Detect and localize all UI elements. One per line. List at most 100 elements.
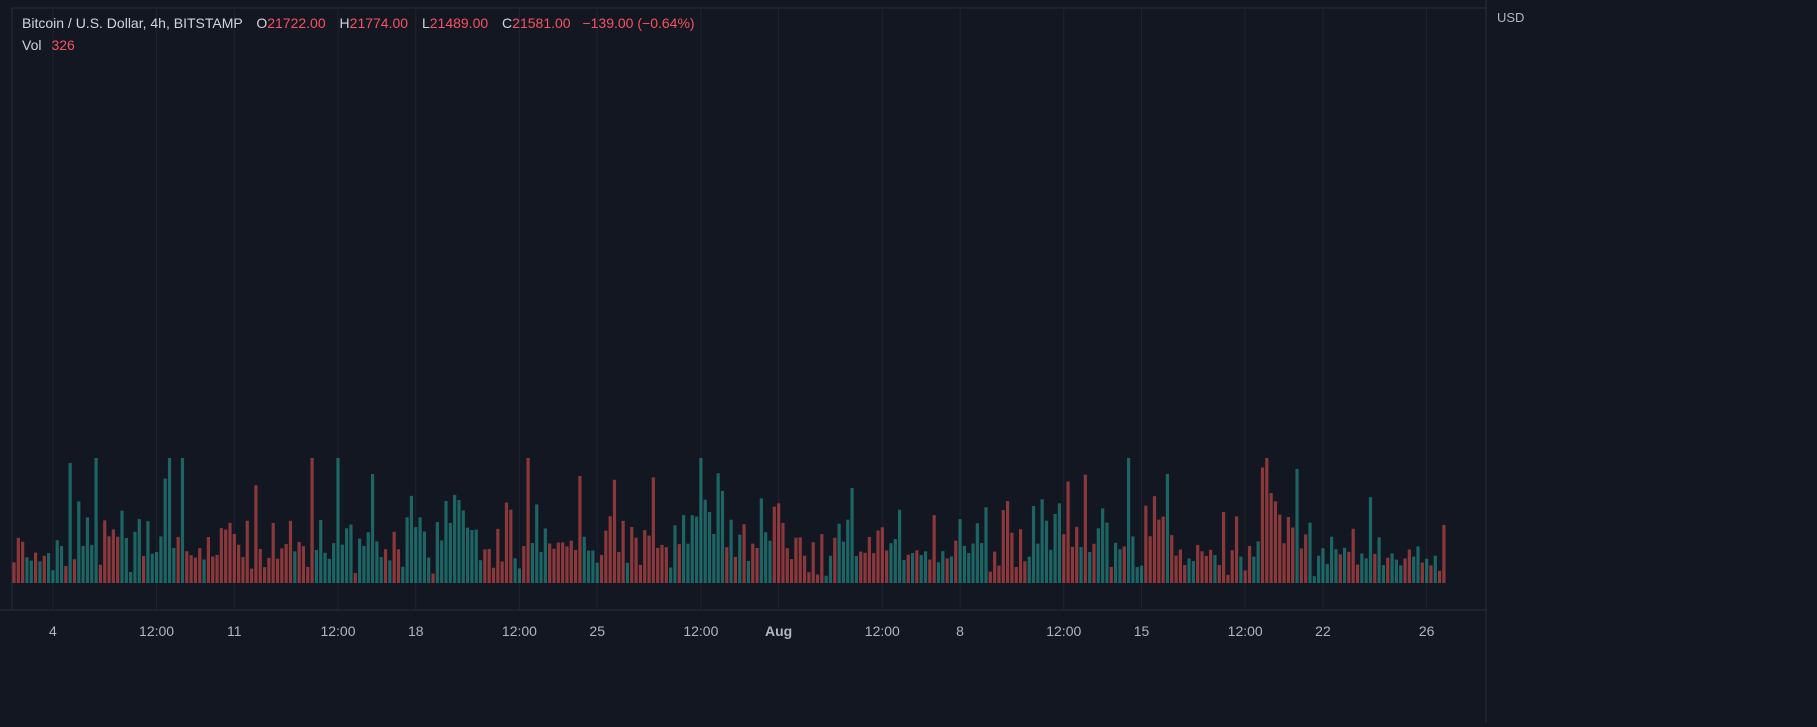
x-tick-label: 12:00 bbox=[1228, 623, 1263, 639]
x-tick-label: 12:00 bbox=[502, 623, 537, 639]
volume-bar bbox=[1027, 556, 1031, 583]
volume-bar bbox=[556, 542, 560, 583]
x-tick-label: 26 bbox=[1419, 623, 1435, 639]
volume-bar bbox=[634, 537, 638, 583]
volume-bar bbox=[690, 515, 694, 583]
volume-bar bbox=[1148, 536, 1152, 583]
volume-bar bbox=[880, 527, 884, 583]
close-label: C bbox=[502, 15, 513, 31]
volume-bar bbox=[1330, 536, 1334, 583]
volume-bar bbox=[569, 540, 573, 583]
volume-bar bbox=[599, 554, 604, 583]
volume-bar bbox=[228, 522, 232, 583]
volume-bar bbox=[133, 531, 137, 583]
x-tick-label: 11 bbox=[227, 623, 242, 639]
volume-bar bbox=[29, 560, 33, 583]
volume-bar bbox=[949, 556, 954, 583]
x-tick-label: 12:00 bbox=[139, 623, 174, 639]
volume-bar bbox=[72, 559, 77, 583]
volume-bar bbox=[1265, 458, 1269, 583]
volume-bar bbox=[167, 458, 172, 583]
volume-bar bbox=[379, 557, 383, 583]
volume-bar bbox=[889, 543, 893, 583]
volume-bar bbox=[915, 550, 919, 583]
symbol-title[interactable]: Bitcoin / U.S. Dollar, 4h, BITSTAMP bbox=[22, 15, 243, 31]
volume-value: 326 bbox=[51, 37, 75, 53]
volume-bar bbox=[271, 522, 275, 583]
plot-frame bbox=[11, 7, 1487, 611]
x-tick-label: 12:00 bbox=[1046, 623, 1081, 639]
volume-bar bbox=[1075, 526, 1079, 583]
volume-bar bbox=[1018, 529, 1023, 583]
volume-bar bbox=[1114, 542, 1118, 583]
volume-bar bbox=[850, 487, 854, 583]
volume-bar bbox=[496, 528, 500, 583]
volume-bar bbox=[103, 520, 107, 583]
volume-bar bbox=[224, 529, 228, 583]
volume-bar bbox=[742, 524, 746, 583]
volume-bar bbox=[841, 541, 846, 583]
volume-bar bbox=[595, 562, 599, 583]
volume-bar bbox=[254, 485, 258, 583]
volume-bar bbox=[755, 548, 759, 583]
volume-bar bbox=[1420, 562, 1424, 583]
volume-bar bbox=[1273, 501, 1278, 583]
volume-bar bbox=[353, 572, 357, 583]
volume-bar bbox=[1399, 565, 1403, 583]
grid bbox=[0, 0, 1487, 722]
volume-bar bbox=[712, 533, 716, 583]
volume-bar bbox=[746, 560, 750, 583]
volume-bar bbox=[936, 562, 941, 583]
volume-bar bbox=[898, 509, 902, 583]
volume-bar bbox=[1209, 549, 1213, 583]
volume-bar bbox=[1304, 534, 1308, 583]
volume-bar bbox=[409, 495, 414, 583]
volume-bar bbox=[1066, 481, 1070, 583]
volume-bar bbox=[1377, 537, 1381, 583]
volume-bar bbox=[772, 506, 776, 583]
volume-bar bbox=[543, 528, 547, 583]
change-value: −139.00 (−0.64%) bbox=[582, 15, 695, 31]
volume-bar bbox=[643, 530, 647, 583]
volume-bar bbox=[1187, 558, 1191, 583]
volume-bar bbox=[180, 458, 185, 583]
volume-bar bbox=[729, 519, 733, 583]
volume-bar bbox=[1317, 555, 1321, 583]
volume-bar bbox=[1217, 564, 1221, 583]
x-tick-label: 22 bbox=[1315, 623, 1331, 639]
volume-bar bbox=[548, 543, 552, 583]
volume-bar bbox=[785, 548, 789, 583]
volume-bar bbox=[362, 545, 366, 583]
x-tick-label: Aug bbox=[765, 623, 792, 639]
volume-bar bbox=[193, 557, 198, 583]
volume-bar bbox=[1010, 532, 1014, 583]
volume-bar bbox=[1044, 520, 1049, 583]
volume-bar bbox=[474, 529, 478, 583]
volume-bar bbox=[483, 549, 487, 583]
volume-bar bbox=[55, 540, 59, 583]
volume-bar bbox=[1282, 543, 1286, 583]
volume-bar bbox=[971, 543, 975, 583]
high-value: 21774.00 bbox=[349, 15, 409, 31]
volume-bar bbox=[651, 477, 655, 583]
volume-bar bbox=[42, 555, 46, 583]
volume-bar bbox=[509, 509, 513, 583]
x-tick-label: 25 bbox=[589, 623, 605, 639]
volume-bar bbox=[962, 545, 966, 583]
volume-bar bbox=[1083, 474, 1087, 583]
volume-bar bbox=[1183, 565, 1187, 583]
volume-bar bbox=[129, 571, 133, 583]
volume-bar bbox=[794, 537, 798, 583]
volume-bar bbox=[370, 473, 375, 583]
volume-bar bbox=[664, 547, 668, 583]
volume-bar bbox=[790, 559, 794, 583]
volume-bar bbox=[107, 536, 111, 583]
volume-bar bbox=[682, 515, 686, 583]
volume-bar bbox=[1109, 566, 1113, 583]
volume-bar bbox=[1433, 555, 1437, 583]
volume-bar bbox=[1178, 549, 1182, 583]
volume-bar bbox=[323, 552, 327, 583]
volume-bar bbox=[1014, 566, 1018, 583]
